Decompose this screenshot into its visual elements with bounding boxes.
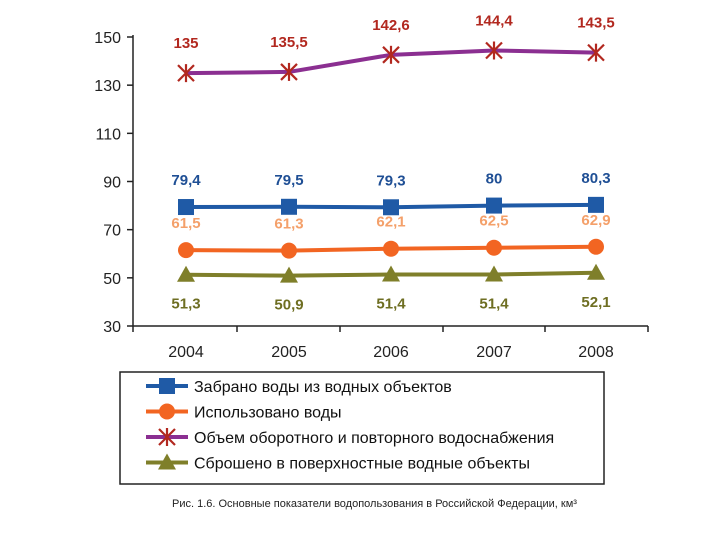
- data-label: 51,3: [171, 296, 200, 313]
- data-label: 62,9: [581, 212, 610, 229]
- x-category-label: 2008: [578, 344, 614, 361]
- data-point: [178, 242, 194, 259]
- data-label: 62,5: [479, 213, 508, 230]
- data-label: 79,4: [171, 172, 201, 189]
- data-point: [280, 266, 298, 283]
- y-tick-label: 150: [94, 30, 121, 47]
- x-axis-categories: 2004 2005 2006 2007 2008: [132, 326, 649, 361]
- legend-marker: [158, 453, 176, 470]
- y-tick-label: 110: [95, 126, 121, 143]
- series-markers: [177, 41, 605, 283]
- data-label: 143,5: [577, 15, 615, 32]
- data-label: 50,9: [274, 297, 303, 314]
- data-point: [281, 198, 297, 215]
- data-label: 61,5: [171, 215, 200, 232]
- data-label: 51,4: [376, 295, 406, 312]
- legend-marker: [159, 403, 175, 420]
- legend-label: Сброшено в поверхностные водные объекты: [194, 456, 530, 473]
- legend-label: Объем оборотного и повторного водоснабже…: [194, 430, 554, 447]
- y-tick-label: 90: [103, 175, 121, 192]
- legend-box: [119, 371, 605, 485]
- data-label: 135,5: [270, 34, 308, 51]
- data-label: 144,4: [475, 12, 513, 29]
- y-axis-ticks: 30 50 70 90 110 130 150: [94, 30, 133, 336]
- data-point: [382, 45, 400, 64]
- legend-label: Забрано воды из водных объектов: [194, 379, 452, 396]
- data-label: 142,6: [372, 17, 410, 34]
- data-point: [177, 265, 195, 282]
- y-tick-label: 50: [103, 271, 121, 288]
- figure-caption: Рис. 1.6. Основные показатели водопользо…: [172, 498, 577, 510]
- data-point: [486, 197, 502, 214]
- data-label: 79,3: [376, 172, 405, 189]
- data-point: [178, 199, 194, 216]
- data-labels: 79,4 79,5 79,3 80 80,3 61,5 61,3 62,1 62,5 62,9 13…: [171, 12, 614, 313]
- legend: Забрано воды из водных объектов Использов…: [119, 371, 605, 485]
- data-label: 79,5: [274, 172, 303, 189]
- y-tick-label: 30: [103, 319, 121, 336]
- data-label: 80,3: [581, 170, 610, 187]
- data-label: 135: [173, 35, 198, 52]
- data-point: [587, 263, 605, 280]
- data-point: [383, 199, 399, 216]
- x-category-label: 2007: [476, 344, 512, 361]
- data-label: 80: [486, 171, 503, 188]
- y-tick-label: 130: [94, 78, 121, 95]
- legend-label: Использовано воды: [194, 405, 342, 422]
- x-category-label: 2006: [373, 344, 409, 361]
- data-point: [588, 196, 604, 213]
- data-point: [587, 43, 605, 62]
- y-tick-label: 70: [103, 223, 121, 240]
- data-point: [177, 64, 195, 83]
- data-label: 62,1: [376, 214, 405, 231]
- data-label: 52,1: [581, 294, 610, 311]
- data-point: [382, 265, 400, 282]
- x-category-label: 2004: [168, 344, 204, 361]
- data-label: 51,4: [479, 295, 509, 312]
- data-point: [281, 242, 297, 259]
- data-point: [383, 240, 399, 257]
- data-point: [280, 62, 298, 81]
- data-point: [486, 239, 502, 256]
- data-point: [485, 265, 503, 282]
- data-label: 61,3: [274, 216, 303, 233]
- data-point: [485, 41, 503, 60]
- x-category-label: 2005: [271, 344, 307, 361]
- legend-marker: [158, 428, 176, 446]
- legend-marker: [159, 378, 175, 394]
- data-point: [588, 238, 604, 255]
